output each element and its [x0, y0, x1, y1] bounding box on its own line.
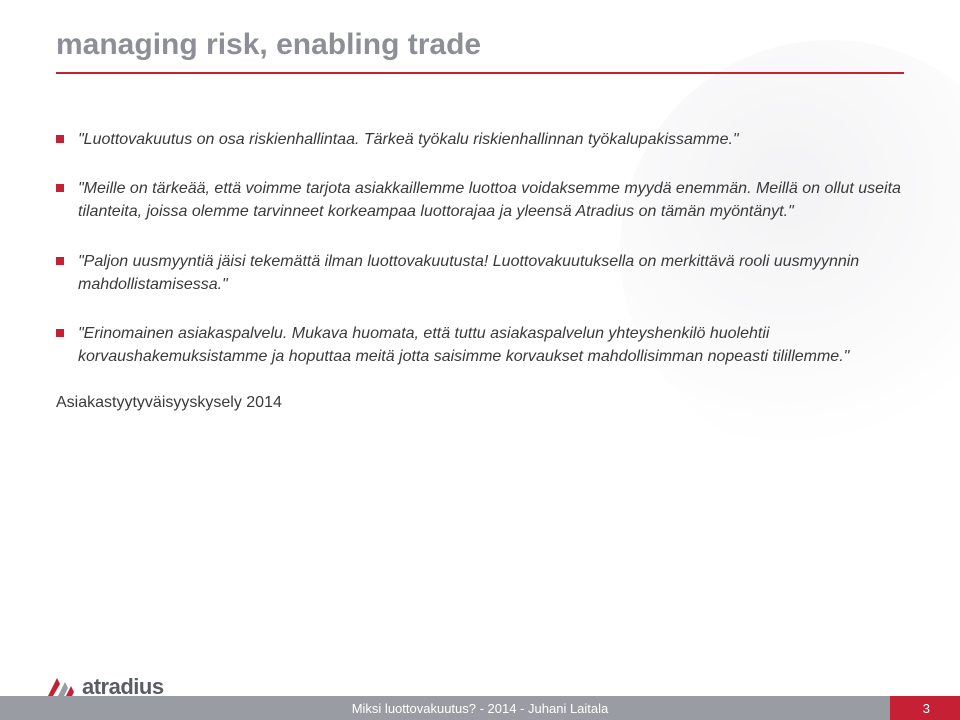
bullet-item: "Meille on tärkeää, että voimme tarjota …: [56, 177, 904, 223]
title-underline: [56, 72, 904, 74]
footer-caption: Miksi luottovakuutus? - 2014 - Juhani La…: [0, 701, 960, 716]
bullet-item: "Erinomainen asiakaspalvelu. Mukava huom…: [56, 322, 904, 368]
page-number: 3: [923, 701, 930, 716]
atradius-icon: [46, 674, 76, 700]
brand-logo-text: atradius: [82, 674, 164, 700]
brand-logo: atradius: [46, 674, 164, 700]
source-line: Asiakastyytyväisyyskysely 2014: [56, 394, 904, 412]
bullet-item: "Luottovakuutus on osa riskienhallintaa.…: [56, 128, 904, 151]
bullet-item: "Paljon uusmyyntiä jäisi tekemättä ilman…: [56, 250, 904, 296]
slide-title: managing risk, enabling trade: [56, 28, 904, 62]
slide-container: managing risk, enabling trade "Luottovak…: [0, 0, 960, 720]
bullet-list: "Luottovakuutus on osa riskienhallintaa.…: [56, 128, 904, 368]
